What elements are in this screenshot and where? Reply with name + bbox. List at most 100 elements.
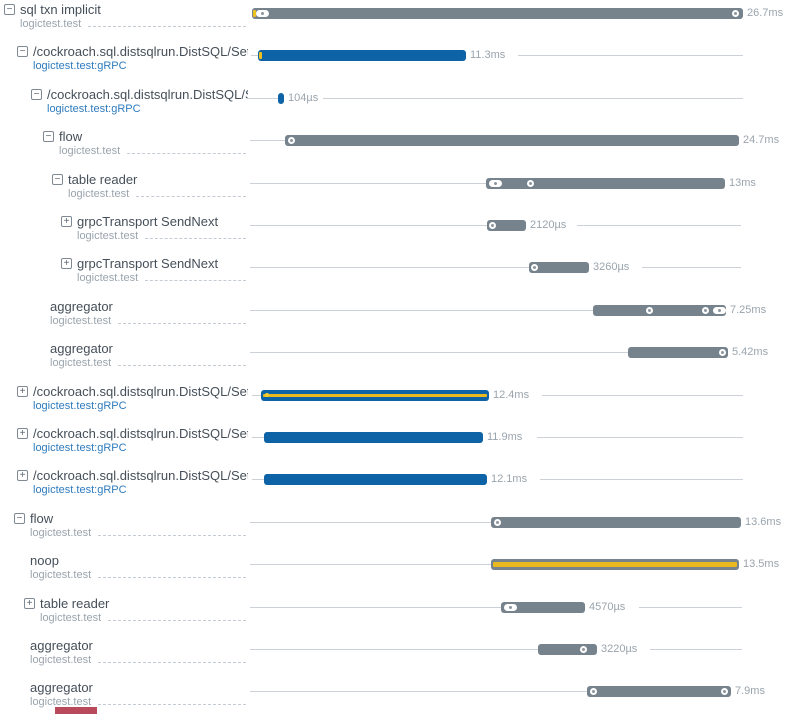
span-texts: aggregator logictest.test [30, 680, 248, 708]
span-title[interactable]: table reader [68, 172, 138, 187]
expand-collapse-icon[interactable]: + [61, 258, 72, 269]
event-marker-donut[interactable] [732, 10, 739, 17]
event-marker-donut[interactable] [489, 222, 496, 229]
span-duration-bar[interactable] [487, 220, 526, 231]
span-title[interactable]: /cockroach.sql.distsqlrun.DistSQL/Set [33, 468, 248, 483]
span-duration-bar[interactable] [278, 93, 284, 104]
span-sublabel: logictest.test [77, 230, 139, 242]
span-duration-bar[interactable] [628, 347, 728, 358]
span-subrow: logictest.test [40, 611, 248, 624]
event-marker-donut[interactable] [719, 349, 726, 356]
span-duration-bar[interactable] [593, 305, 726, 316]
event-marker-donut[interactable] [580, 646, 587, 653]
span-title[interactable]: aggregator [50, 299, 113, 314]
span-sublabel: logictest.test:gRPC [33, 400, 127, 412]
leader-dashed-line [134, 492, 246, 493]
event-marker-pill[interactable] [256, 10, 269, 17]
expand-collapse-icon[interactable]: − [4, 4, 15, 15]
event-marker-ydot[interactable] [265, 393, 269, 397]
trace-span-row: aggregator logictest.test 7.9ms [0, 678, 786, 714]
expand-collapse-icon[interactable]: + [17, 470, 28, 481]
span-duration-bar[interactable] [491, 559, 739, 570]
span-subrow: logictest.test:gRPC [33, 483, 248, 496]
span-texts: grpcTransport SendNext logictest.test [77, 214, 248, 242]
leader-dashed-line [98, 662, 246, 663]
span-texts: /cockroach.sql.distsqlrun.DistSQL/S logi… [47, 87, 248, 115]
span-sublabel: logictest.test [59, 145, 121, 157]
leader-dashed-line [98, 535, 246, 536]
event-marker-pill[interactable] [713, 307, 726, 314]
span-label-block: + table reader logictest.test [24, 596, 248, 624]
span-duration-label: 104µs [288, 92, 319, 104]
timeline-extent-line [540, 479, 743, 480]
span-subrow: logictest.test [77, 229, 248, 242]
span-duration-bar[interactable] [501, 602, 585, 613]
span-title[interactable]: /cockroach.sql.distsqlrun.DistSQL/Set [33, 426, 248, 441]
event-marker-tick[interactable] [259, 52, 262, 59]
expand-collapse-icon[interactable]: − [43, 131, 54, 142]
timeline-extent-line [250, 522, 491, 523]
event-marker-donut[interactable] [702, 307, 709, 314]
event-marker-pill[interactable] [504, 604, 517, 611]
span-title[interactable]: noop [30, 553, 59, 568]
expand-collapse-icon[interactable]: + [61, 216, 72, 227]
expand-collapse-icon[interactable]: − [17, 46, 28, 57]
span-duration-label: 26.7ms [747, 7, 784, 19]
event-marker-donut[interactable] [527, 180, 534, 187]
span-duration-bar[interactable] [529, 262, 589, 273]
span-duration-bar[interactable] [285, 135, 739, 146]
event-marker-pill[interactable] [489, 180, 502, 187]
timeline-extent-line [250, 267, 529, 268]
expand-collapse-icon[interactable]: + [17, 428, 28, 439]
span-title[interactable]: aggregator [50, 341, 113, 356]
span-duration-bar[interactable] [587, 686, 731, 697]
expand-collapse-icon[interactable]: − [52, 174, 63, 185]
timeline-extent-line [650, 649, 742, 650]
leader-dashed-line [136, 196, 246, 197]
event-marker-donut[interactable] [721, 688, 728, 695]
span-duration-bar[interactable] [491, 517, 741, 528]
span-duration-label: 11.3ms [470, 49, 506, 61]
span-subrow: logictest.test [77, 271, 248, 284]
span-duration-bar[interactable] [258, 50, 466, 61]
span-subrow: logictest.test [59, 144, 248, 157]
event-marker-tick[interactable] [253, 10, 256, 17]
span-title[interactable]: /cockroach.sql.distsqlrun.DistSQL/S [47, 87, 248, 102]
leader-dashed-line [145, 280, 246, 281]
span-texts: sql txn implicit logictest.test [20, 2, 248, 30]
span-title[interactable]: /cockroach.sql.distsqlrun.DistSQL/Set [33, 384, 248, 399]
span-duration-bar[interactable] [486, 178, 725, 189]
span-title[interactable]: aggregator [30, 680, 93, 695]
bar-yellow-stripe [263, 394, 487, 397]
expand-collapse-icon[interactable]: + [17, 386, 28, 397]
span-duration-bar[interactable] [538, 644, 597, 655]
span-duration-label: 3260µs [593, 261, 630, 273]
span-title[interactable]: /cockroach.sql.distsqlrun.DistSQL/Set [33, 44, 248, 59]
leader-dashed-line [88, 26, 246, 27]
span-title[interactable]: grpcTransport SendNext [77, 256, 219, 271]
event-marker-donut[interactable] [531, 264, 538, 271]
span-title[interactable]: aggregator [30, 638, 93, 653]
span-duration-label: 7.25ms [730, 304, 767, 316]
span-title[interactable]: flow [30, 511, 54, 526]
span-duration-bar[interactable] [264, 474, 487, 485]
expand-collapse-icon[interactable]: − [31, 89, 42, 100]
timeline-extent-line [252, 395, 261, 396]
expand-collapse-icon[interactable]: − [14, 513, 25, 524]
event-marker-donut[interactable] [494, 519, 501, 526]
clipped-red-bar [55, 707, 97, 714]
span-title[interactable]: grpcTransport SendNext [77, 214, 219, 229]
event-marker-donut[interactable] [646, 307, 653, 314]
span-duration-bar[interactable] [261, 390, 489, 401]
span-duration-bar[interactable] [264, 432, 483, 443]
timeline-extent-line [577, 225, 741, 226]
event-marker-donut[interactable] [288, 137, 295, 144]
expand-collapse-icon[interactable]: + [24, 598, 35, 609]
span-duration-bar[interactable] [252, 8, 743, 19]
span-title[interactable]: flow [59, 129, 83, 144]
span-title[interactable]: sql txn implicit [20, 2, 101, 17]
span-texts: /cockroach.sql.distsqlrun.DistSQL/Set lo… [33, 44, 248, 72]
span-title[interactable]: table reader [40, 596, 110, 611]
event-marker-donut[interactable] [590, 688, 597, 695]
span-texts: grpcTransport SendNext logictest.test [77, 256, 248, 284]
